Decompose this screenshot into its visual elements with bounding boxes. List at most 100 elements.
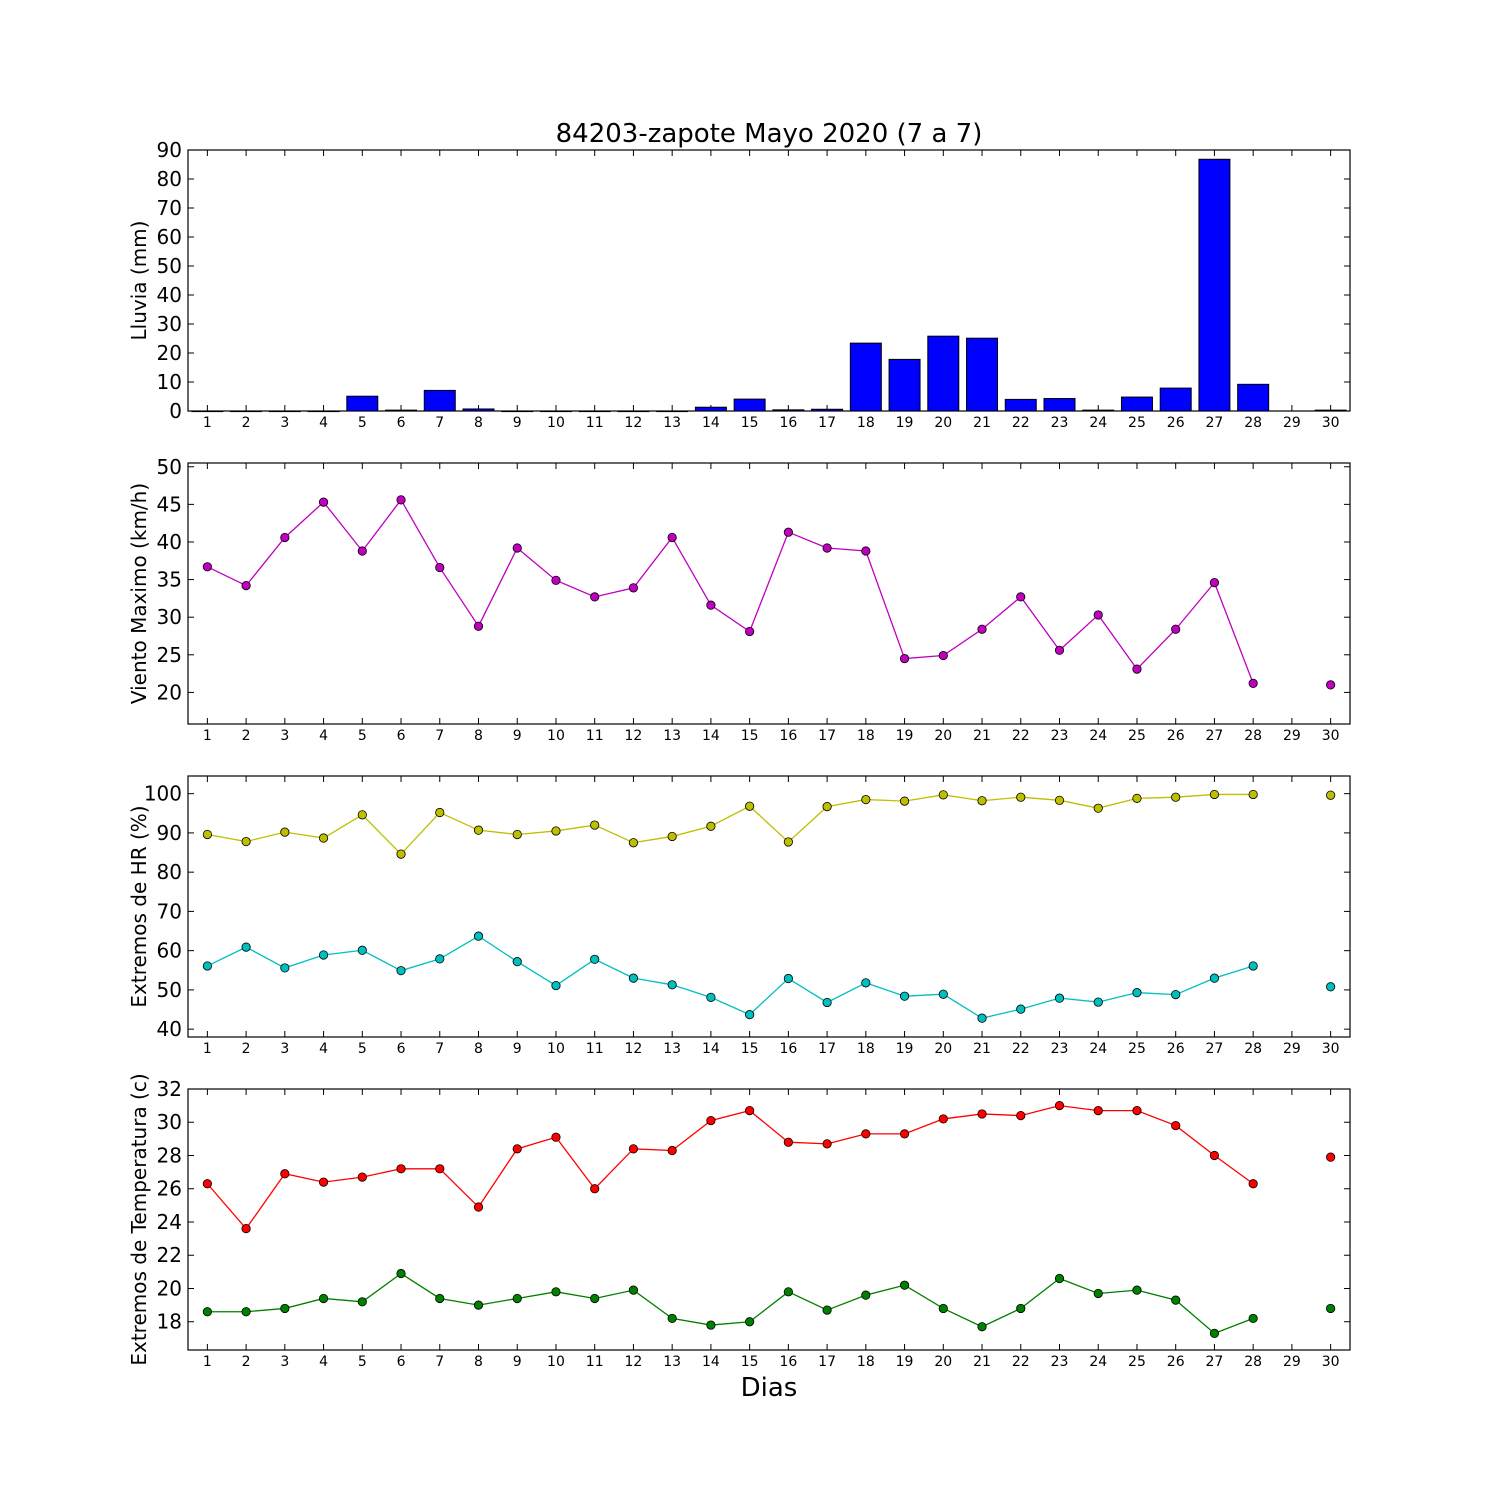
humidity-xtick-label: 20 [934, 1041, 952, 1057]
rain-bar [462, 408, 495, 412]
rain-xtick-label: 2 [242, 415, 251, 431]
humidity-ytick-label: 50 [157, 978, 182, 1002]
temperature-xtick-label: 19 [896, 1354, 914, 1370]
temperature-series-1-point [861, 1129, 871, 1139]
humidity-xtick-label: 3 [280, 1041, 289, 1057]
humidity-xtick-label: 30 [1322, 1041, 1340, 1057]
temperature-series-2-point [1093, 1288, 1103, 1299]
temperature-series-2-point [202, 1307, 212, 1317]
humidity-series-1-point [822, 802, 832, 812]
humidity-series-1-point [745, 801, 755, 811]
humidity-xtick-label: 12 [625, 1041, 643, 1057]
temperature-xtick-label: 25 [1128, 1354, 1146, 1370]
rain-bar [191, 410, 224, 413]
temperature-series-1-point [280, 1169, 290, 1179]
wind-series-1-point [396, 495, 406, 505]
rain-bar [888, 358, 921, 412]
humidity-xtick-label: 2 [242, 1041, 251, 1057]
temperature-series-1-point [1132, 1106, 1142, 1116]
humidity-series-2-point [202, 961, 212, 971]
humidity-ytick-label: 100 [144, 782, 182, 806]
temperature-series-1-point [1093, 1106, 1103, 1116]
temperature-series-1-point [1326, 1152, 1336, 1162]
wind-plot-frame [187, 462, 1351, 725]
temperature-xtick-label: 24 [1089, 1354, 1107, 1370]
temperature-ytick-label: 24 [157, 1210, 182, 1234]
temperature-series-1-point [628, 1144, 639, 1154]
temperature-series-2-point [899, 1280, 910, 1290]
rain-bar [1237, 383, 1270, 412]
rain-bar [1004, 398, 1037, 412]
humidity-series-2-point [435, 954, 445, 964]
wind-series-1-point [357, 546, 367, 556]
temperature-series-2-point [318, 1293, 329, 1304]
humidity-series-2-point [1326, 982, 1336, 992]
wind-series-1-point [241, 581, 251, 591]
temperature-xtick-label: 20 [934, 1354, 952, 1370]
wind-series-1-point [280, 532, 290, 543]
humidity-series-1-point [357, 810, 367, 820]
rain-xtick-label: 3 [280, 415, 289, 431]
temperature-series-1-line [207, 1106, 1330, 1229]
wind-series-1-point [1171, 624, 1181, 634]
humidity-series-1-point [1209, 789, 1220, 800]
rain-bar [1198, 158, 1231, 412]
wind-series-1-point [938, 650, 948, 661]
temperature-y-axis-label: Extremos de Temperatura (c) [127, 1073, 151, 1365]
humidity-xtick-label: 13 [663, 1041, 681, 1057]
humidity-series-1-point [861, 794, 871, 805]
temperature-series-2-point [822, 1305, 832, 1315]
rain-bar [268, 410, 301, 413]
temperature-series-2-point [1209, 1328, 1220, 1338]
wind-series-1-point [1054, 645, 1065, 655]
humidity-xtick-label: 7 [435, 1041, 444, 1057]
humidity-series-2-point [1171, 990, 1181, 1000]
wind-ytick-label: 40 [157, 530, 182, 554]
humidity-xtick-label: 8 [474, 1041, 483, 1057]
humidity-series-1-line [207, 794, 1330, 854]
humidity-xtick-label: 16 [779, 1041, 797, 1057]
wind-ytick-label: 50 [157, 455, 182, 479]
humidity-series-1-point [1326, 790, 1336, 800]
wind-xtick-label: 26 [1167, 728, 1185, 744]
temperature-series-1-point [473, 1202, 484, 1212]
humidity-series-2-point [1016, 1004, 1026, 1014]
humidity-series-1-point [667, 831, 677, 842]
humidity-series-2-point [938, 989, 948, 999]
temperature-series-2-point [357, 1297, 367, 1307]
wind-series-1-point [1326, 680, 1336, 690]
rain-bar [423, 389, 456, 412]
humidity-series-2-point [551, 980, 561, 991]
temperature-series-1-point [822, 1139, 832, 1149]
temperature-series-2-point [551, 1287, 561, 1297]
humidity-xtick-label: 14 [702, 1041, 720, 1057]
humidity-xtick-label: 22 [1012, 1041, 1030, 1057]
rain-ytick-label: 0 [169, 399, 182, 423]
temperature-xtick-label: 21 [973, 1354, 991, 1370]
wind-xtick-label: 7 [435, 728, 444, 744]
temperature-series-2-point [590, 1293, 600, 1304]
rain-bar [230, 410, 263, 413]
wind-ytick-label: 25 [157, 643, 182, 667]
wind-xtick-label: 24 [1089, 728, 1107, 744]
humidity-series-1-point [318, 833, 329, 843]
humidity-xtick-label: 23 [1051, 1041, 1069, 1057]
temperature-series-2-point [977, 1322, 987, 1332]
wind-ytick-label: 35 [157, 568, 182, 592]
wind-xtick-label: 2 [242, 728, 251, 744]
temperature-series-1-point [357, 1172, 367, 1182]
humidity-series-1-point [706, 821, 716, 831]
temperature-series-1-point [1016, 1110, 1026, 1121]
rain-bar [385, 409, 418, 412]
temperature-series-2-point [1248, 1313, 1258, 1324]
temperature-xtick-label: 28 [1244, 1354, 1262, 1370]
wind-series-1-point [667, 532, 677, 543]
wind-xtick-label: 21 [973, 728, 991, 744]
temperature-xtick-label: 7 [435, 1354, 444, 1370]
temperature-ytick-label: 28 [157, 1143, 182, 1167]
humidity-series-2-point [1248, 961, 1258, 971]
wind-series-1-point [435, 562, 445, 573]
wind-series-1-line [207, 500, 1330, 685]
